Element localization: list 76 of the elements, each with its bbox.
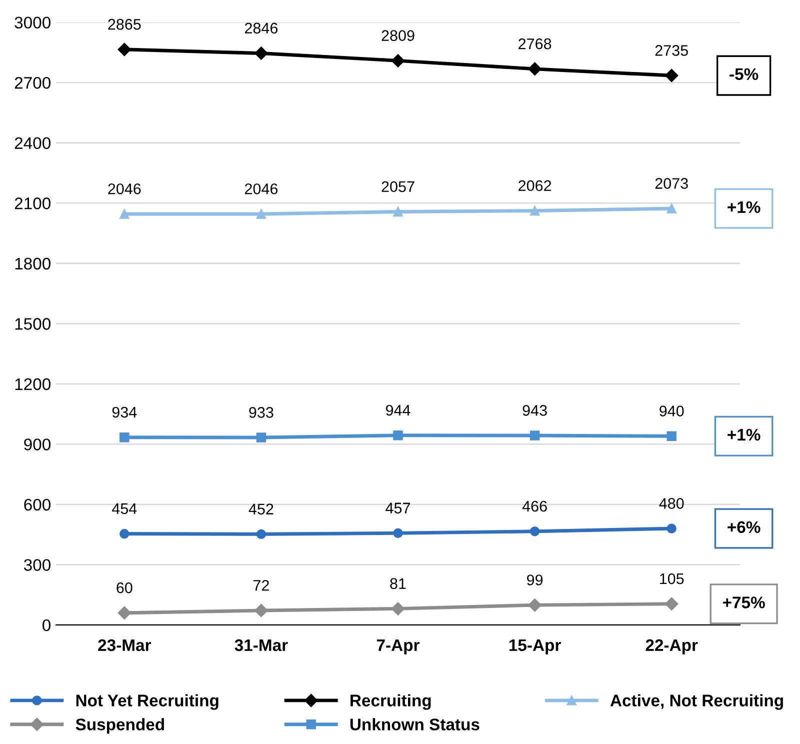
data-label: 72 bbox=[253, 580, 269, 591]
y-tick-label: 2100 bbox=[14, 198, 50, 210]
point bbox=[393, 528, 403, 538]
point bbox=[118, 42, 131, 56]
point bbox=[254, 46, 268, 60]
annotation: +1% bbox=[728, 428, 760, 441]
annotation: +1% bbox=[728, 201, 760, 213]
point bbox=[391, 54, 405, 68]
data-label: 480 bbox=[659, 498, 684, 509]
data-label: 105 bbox=[660, 573, 684, 584]
y-tick-label: 2400 bbox=[14, 137, 50, 150]
data-label: 81 bbox=[390, 578, 406, 589]
point bbox=[391, 602, 405, 616]
legend-label: Not Yet Recruiting bbox=[76, 694, 218, 710]
point bbox=[528, 598, 542, 612]
point bbox=[393, 206, 403, 217]
annotation: +6% bbox=[728, 521, 760, 534]
legend-label: Recruiting bbox=[350, 694, 431, 710]
point bbox=[120, 528, 130, 539]
data-label: 452 bbox=[248, 504, 274, 514]
data-label: 933 bbox=[249, 407, 274, 418]
data-label: 2809 bbox=[382, 30, 414, 41]
data-label: 944 bbox=[386, 404, 410, 416]
y-tick-label: 1200 bbox=[15, 378, 50, 390]
data-label: 2057 bbox=[382, 181, 414, 192]
point bbox=[665, 68, 678, 82]
data-label: 466 bbox=[522, 500, 547, 512]
annotation: -5% bbox=[730, 68, 758, 80]
data-label: 2046 bbox=[244, 183, 278, 194]
y-tick-label: 2700 bbox=[14, 76, 50, 89]
x-tick-label: 22-Apr bbox=[646, 639, 698, 654]
data-label: 457 bbox=[386, 502, 410, 514]
point bbox=[120, 432, 130, 442]
data-label: 2735 bbox=[655, 45, 688, 56]
point bbox=[254, 604, 268, 618]
data-label: 2062 bbox=[518, 180, 552, 192]
y-tick-label: 600 bbox=[24, 498, 50, 511]
point bbox=[665, 597, 678, 610]
data-label: 454 bbox=[112, 503, 137, 514]
y-tick-label: 1800 bbox=[15, 258, 50, 270]
legend-label: Active, Not Recruiting bbox=[610, 694, 783, 710]
data-label: 940 bbox=[660, 406, 684, 416]
point bbox=[118, 606, 131, 620]
y-tick-label: 1500 bbox=[15, 318, 50, 330]
y-tick-label: 300 bbox=[24, 559, 50, 571]
data-label: 2768 bbox=[518, 38, 552, 50]
data-label: 943 bbox=[522, 405, 547, 416]
point bbox=[666, 431, 676, 441]
data-label: 2846 bbox=[244, 22, 278, 34]
x-tick-label: 15-Apr bbox=[509, 639, 561, 654]
x-tick-label: 7-Apr bbox=[376, 639, 420, 654]
y-tick-label: 0 bbox=[42, 619, 50, 632]
y-tick-label: 3000 bbox=[14, 16, 50, 29]
point bbox=[530, 206, 540, 216]
y-tick-label: 900 bbox=[24, 438, 50, 450]
x-tick-label: 31-Mar bbox=[234, 639, 288, 652]
point bbox=[120, 209, 130, 219]
point bbox=[256, 529, 266, 540]
point bbox=[666, 524, 676, 534]
point bbox=[393, 430, 403, 440]
annotation: +75% bbox=[722, 596, 765, 608]
point bbox=[530, 526, 540, 536]
data-label: 2073 bbox=[655, 178, 688, 189]
point bbox=[256, 209, 266, 219]
legend-label: Unknown Status bbox=[350, 718, 480, 730]
point bbox=[666, 204, 676, 214]
data-label: 2865 bbox=[108, 18, 141, 30]
x-tick-label: 23-Mar bbox=[98, 639, 152, 652]
point bbox=[256, 432, 266, 442]
data-label: 60 bbox=[116, 582, 132, 594]
point bbox=[528, 62, 542, 76]
data-label: 99 bbox=[527, 574, 543, 586]
point bbox=[530, 430, 540, 440]
legend-label: Suspended bbox=[76, 718, 164, 734]
data-label: 2046 bbox=[108, 183, 141, 194]
data-label: 934 bbox=[112, 406, 137, 418]
